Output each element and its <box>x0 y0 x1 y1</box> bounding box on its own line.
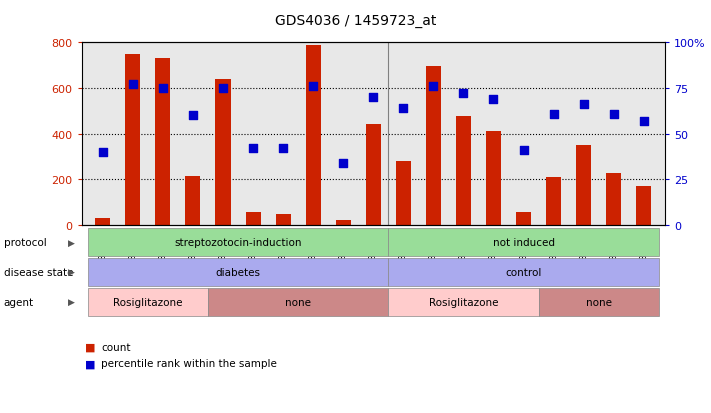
Bar <box>636 187 651 225</box>
Bar <box>396 161 411 225</box>
Text: ■: ■ <box>85 342 96 352</box>
Bar <box>546 178 561 225</box>
Point <box>397 105 409 112</box>
Text: ▶: ▶ <box>68 297 75 306</box>
Point <box>428 84 439 90</box>
Point <box>608 111 619 118</box>
Text: not induced: not induced <box>493 237 555 247</box>
Bar <box>95 218 110 225</box>
Point <box>187 113 198 119</box>
Point <box>368 95 379 101</box>
Text: Rosiglitazone: Rosiglitazone <box>429 297 498 307</box>
Bar <box>125 55 140 225</box>
Bar <box>156 59 171 225</box>
Point <box>548 111 560 118</box>
Text: count: count <box>101 342 130 352</box>
Point <box>518 147 529 154</box>
Bar <box>486 132 501 225</box>
Point <box>638 118 649 125</box>
Bar <box>215 80 230 225</box>
Text: disease state: disease state <box>4 267 73 277</box>
Bar <box>245 213 260 225</box>
Bar <box>606 174 621 225</box>
Point <box>127 82 139 88</box>
Text: agent: agent <box>4 297 33 307</box>
Text: none: none <box>285 297 311 307</box>
Text: Rosiglitazone: Rosiglitazone <box>113 297 183 307</box>
Point <box>307 84 319 90</box>
Point <box>277 145 289 152</box>
Text: diabetes: diabetes <box>215 267 260 277</box>
Bar <box>456 117 471 225</box>
Text: control: control <box>506 267 542 277</box>
Bar <box>365 125 381 225</box>
Bar <box>576 145 591 225</box>
Text: streptozotocin-induction: streptozotocin-induction <box>174 237 301 247</box>
Point <box>157 85 169 92</box>
Bar <box>276 215 291 225</box>
Point <box>97 149 109 156</box>
Bar <box>306 45 321 225</box>
Text: none: none <box>586 297 611 307</box>
Bar <box>336 221 351 225</box>
Text: GDS4036 / 1459723_at: GDS4036 / 1459723_at <box>275 14 436 28</box>
Text: percentile rank within the sample: percentile rank within the sample <box>101 358 277 368</box>
Bar <box>516 213 531 225</box>
Point <box>458 91 469 97</box>
Point <box>488 96 499 103</box>
Point <box>218 85 229 92</box>
Bar <box>426 67 441 225</box>
Point <box>578 102 589 109</box>
Bar <box>186 176 201 225</box>
Text: protocol: protocol <box>4 237 46 247</box>
Point <box>338 160 349 166</box>
Text: ▶: ▶ <box>68 268 75 277</box>
Text: ▶: ▶ <box>68 238 75 247</box>
Point <box>247 145 259 152</box>
Text: ■: ■ <box>85 358 96 368</box>
